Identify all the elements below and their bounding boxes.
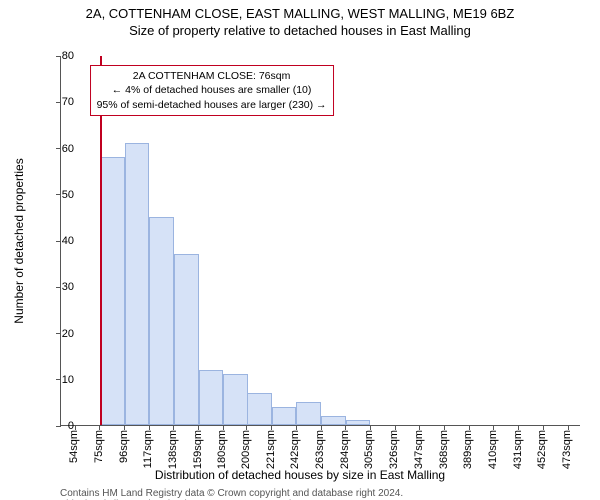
x-tick-label: 200sqm [240, 430, 252, 469]
x-tick-label: 326sqm [388, 430, 400, 469]
x-tick-label: 305sqm [363, 430, 375, 469]
attribution-text: Contains HM Land Registry data © Crown c… [60, 488, 403, 500]
y-tick-label: 50 [44, 189, 74, 201]
x-tick-label: 159sqm [192, 430, 204, 469]
histogram-bar [223, 374, 248, 425]
annotation-line: ← 4% of detached houses are smaller (10) [97, 83, 327, 97]
plot-area: 2A COTTENHAM CLOSE: 76sqm← 4% of detache… [60, 56, 580, 426]
x-tick-label: 180sqm [216, 430, 228, 469]
x-axis-label: Distribution of detached houses by size … [0, 468, 600, 482]
x-tick-label: 473sqm [561, 430, 573, 469]
y-tick-label: 30 [44, 281, 74, 293]
y-tick-label: 0 [44, 420, 74, 432]
annotation-line: 2A COTTENHAM CLOSE: 76sqm [97, 69, 327, 83]
x-tick-label: 221sqm [265, 430, 277, 469]
x-tick-label: 117sqm [142, 430, 154, 468]
y-axis-label: Number of detached properties [12, 158, 26, 323]
histogram-bar [174, 254, 199, 425]
y-tick-label: 10 [44, 374, 74, 386]
histogram-bar [247, 393, 272, 425]
y-tick-label: 80 [44, 50, 74, 62]
x-tick-label: 96sqm [118, 430, 130, 463]
annotation-line: 95% of semi-detached houses are larger (… [97, 98, 327, 112]
x-tick-label: 75sqm [93, 430, 105, 463]
x-tick-label: 368sqm [438, 430, 450, 469]
x-tick-label: 263sqm [314, 430, 326, 469]
x-tick-label: 410sqm [487, 430, 499, 469]
x-tick-label: 138sqm [167, 430, 179, 469]
x-tick-label: 389sqm [462, 430, 474, 469]
annotation-box: 2A COTTENHAM CLOSE: 76sqm← 4% of detache… [90, 65, 334, 116]
chart-title-line2: Size of property relative to detached ho… [0, 23, 600, 38]
histogram-bar [149, 217, 174, 425]
x-tick-label: 431sqm [512, 430, 524, 469]
x-tick-label: 284sqm [339, 430, 351, 469]
plot-axes: 2A COTTENHAM CLOSE: 76sqm← 4% of detache… [60, 56, 580, 426]
histogram-bar [346, 420, 371, 425]
histogram-bar [296, 402, 321, 425]
histogram-bar [100, 157, 125, 425]
x-tick-label: 242sqm [289, 430, 301, 469]
x-tick-label: 347sqm [413, 430, 425, 469]
histogram-bar [321, 416, 346, 425]
chart-container: 2A, COTTENHAM CLOSE, EAST MALLING, WEST … [0, 6, 600, 500]
chart-title-line1: 2A, COTTENHAM CLOSE, EAST MALLING, WEST … [0, 6, 600, 21]
y-tick-label: 40 [44, 235, 74, 247]
x-tick-label: 452sqm [536, 430, 548, 469]
y-tick-label: 60 [44, 143, 74, 155]
attribution-line: Contains HM Land Registry data © Crown c… [60, 488, 403, 499]
y-tick-label: 70 [44, 96, 74, 108]
histogram-bar [125, 143, 150, 425]
histogram-bar [199, 370, 224, 426]
x-tick-label: 54sqm [68, 430, 80, 463]
histogram-bar [272, 407, 297, 426]
y-tick-label: 20 [44, 328, 74, 340]
